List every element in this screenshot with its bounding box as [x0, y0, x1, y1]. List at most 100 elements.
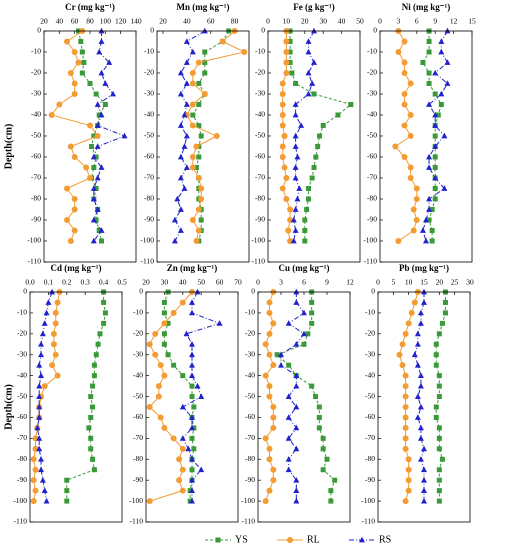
x-tick-label: 0.3: [81, 278, 91, 287]
marker: [189, 467, 195, 473]
marker: [52, 320, 59, 327]
marker: [432, 143, 439, 149]
marker: [202, 49, 208, 55]
y-tick-label: -80: [31, 194, 41, 203]
marker: [421, 299, 427, 305]
marker: [146, 498, 153, 505]
marker: [417, 424, 424, 431]
y-tick-label: 0: [261, 26, 265, 35]
y-axis-label: Depth(cm): [3, 384, 14, 430]
y-tick-label: -30: [367, 89, 377, 98]
marker: [294, 195, 301, 202]
marker: [426, 39, 432, 44]
marker: [161, 299, 167, 305]
legend-marker: [359, 536, 365, 543]
x-tick-label: 140: [130, 17, 142, 26]
marker: [161, 331, 167, 337]
marker: [309, 80, 316, 86]
marker: [285, 320, 292, 326]
legend-label: RL: [307, 534, 320, 545]
x-tick-label: 20: [301, 17, 309, 26]
marker: [36, 403, 43, 410]
marker: [101, 320, 107, 326]
y-tick-label: -30: [133, 349, 143, 358]
marker: [401, 101, 408, 108]
marker: [94, 174, 101, 181]
y-tick-label: -30: [17, 349, 27, 358]
marker: [170, 435, 177, 442]
y-tick-label: -20: [133, 329, 143, 338]
marker: [189, 487, 195, 494]
marker: [432, 186, 438, 191]
marker: [64, 38, 70, 45]
marker: [179, 445, 186, 452]
marker: [436, 394, 442, 400]
marker: [155, 393, 162, 400]
marker: [435, 112, 441, 118]
marker: [52, 351, 59, 358]
marker: [270, 424, 277, 431]
marker: [414, 341, 421, 347]
marker: [305, 196, 311, 202]
x-tick-label: 40: [56, 17, 64, 26]
marker: [101, 299, 107, 305]
marker: [279, 122, 286, 129]
y-tick-label: -70: [31, 173, 41, 182]
marker: [165, 352, 171, 358]
marker: [41, 383, 48, 390]
marker: [183, 132, 190, 139]
marker: [195, 175, 202, 181]
marker: [279, 80, 286, 87]
marker: [436, 477, 442, 483]
marker: [34, 424, 41, 431]
marker: [309, 299, 315, 305]
marker: [414, 330, 421, 337]
marker: [439, 320, 445, 326]
marker: [177, 153, 184, 160]
marker: [302, 228, 308, 233]
marker: [281, 133, 288, 139]
marker: [432, 122, 439, 128]
marker: [287, 206, 294, 213]
marker: [442, 310, 448, 316]
marker: [198, 133, 204, 139]
marker: [316, 425, 322, 431]
marker: [313, 394, 318, 400]
marker: [278, 351, 284, 358]
marker: [402, 393, 409, 400]
marker: [96, 48, 103, 55]
marker: [89, 144, 95, 149]
marker: [90, 456, 96, 462]
marker: [317, 133, 323, 139]
marker: [395, 238, 402, 244]
marker: [94, 133, 101, 139]
marker: [202, 70, 208, 76]
marker: [50, 341, 57, 348]
marker: [283, 49, 290, 55]
marker: [98, 111, 105, 118]
marker: [43, 309, 50, 316]
x-tick-label: 3: [397, 17, 401, 26]
marker: [401, 70, 408, 76]
marker: [420, 60, 426, 65]
y-tick-label: 0: [139, 287, 143, 296]
y-tick-label: 0: [23, 287, 27, 296]
y-tick-label: -20: [144, 68, 154, 77]
y-tick-label: 0: [251, 287, 255, 296]
marker: [402, 445, 409, 452]
x-tick-label: 20: [40, 17, 48, 26]
marker: [270, 362, 277, 369]
panel-title: Cr (mg kg⁻¹): [65, 2, 115, 12]
legend-label: YS: [235, 534, 248, 545]
marker: [87, 81, 93, 86]
marker: [436, 498, 442, 504]
x-tick-label: 15: [468, 17, 476, 26]
marker: [432, 69, 439, 76]
series-line: [276, 292, 336, 502]
marker: [174, 195, 181, 202]
marker: [429, 238, 435, 244]
marker: [181, 185, 188, 191]
y-tick-label: -20: [245, 329, 255, 338]
x-tick-label: 15: [420, 278, 428, 287]
marker: [32, 487, 39, 494]
